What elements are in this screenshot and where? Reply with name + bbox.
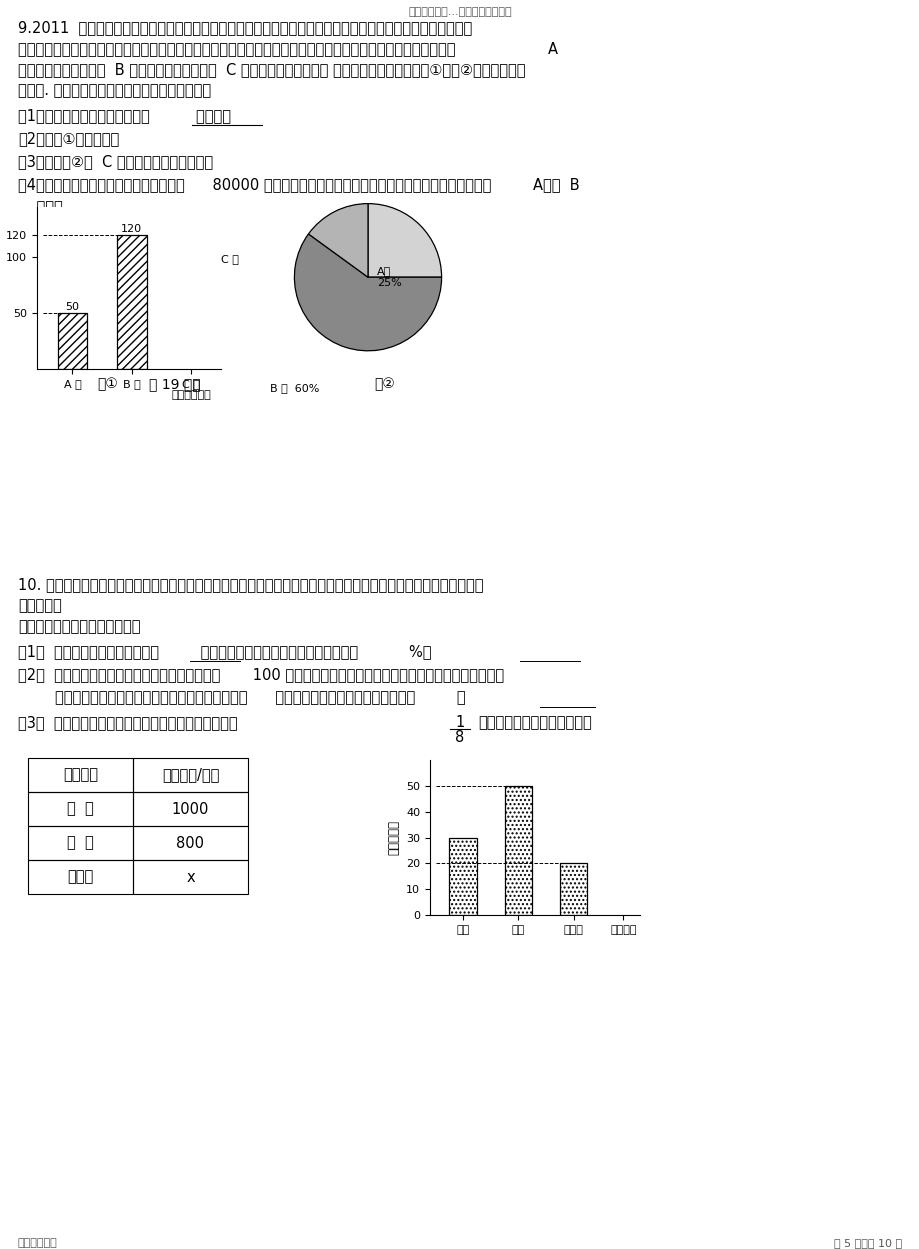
Bar (560, 863, 587, 916)
Text: 有的门票形状、大小、质地完全相同且充分洗匀）      ，问员工小华抽到男篮门票的概率是         ；: 有的门票形状、大小、质地完全相同且充分洗匀） ，问员工小华抽到男篮门票的概率是 … (18, 689, 465, 704)
Text: 50: 50 (65, 302, 79, 312)
Text: ，求每张乒乓球门票的价格。: ，求每张乒乓球门票的价格。 (478, 714, 591, 729)
Text: 第 19 题图: 第 19 题图 (149, 377, 200, 391)
Text: 比赛项目: 比赛项目 (62, 767, 98, 783)
Text: 1000: 1000 (172, 802, 209, 817)
Text: 足  球: 足 球 (67, 802, 94, 817)
Text: （2）将图①补充完整；: （2）将图①补充完整； (18, 131, 119, 146)
Text: 男  篮: 男 篮 (67, 836, 94, 851)
Bar (133, 861, 248, 894)
Bar (133, 758, 248, 792)
Text: 图②: 图② (374, 377, 395, 391)
Text: 名师资料总结...精品资料欢迎下载: 名师资料总结...精品资料欢迎下载 (408, 7, 511, 17)
Bar (28, 861, 133, 894)
Text: x: x (186, 869, 195, 884)
Text: 8: 8 (455, 729, 464, 744)
Text: （3）求出图②中  C 级所占的圆心角的度数；: （3）求出图②中 C 级所占的圆心角的度数； (18, 154, 213, 169)
Text: 10. 下表为抄录北京奥运会官方票务网公布的三种球类比赛的部分门票价格，某公司购买的门票种类、数量绘制的统计: 10. 下表为抄录北京奥运会官方票务网公布的三种球类比赛的部分门票价格，某公司购… (18, 577, 483, 592)
Bar (117, 235, 146, 368)
Bar (133, 792, 248, 826)
Text: （1）此次抽样调查中，共调查了          名学生；: （1）此次抽样调查中，共调查了 名学生； (18, 107, 231, 122)
Wedge shape (308, 204, 368, 277)
Bar (504, 786, 532, 916)
Text: 完整）. 请根据图中提供的信息，解答下列问题：: 完整）. 请根据图中提供的信息，解答下列问题： (18, 82, 210, 97)
Bar (133, 826, 248, 861)
Text: （2）  公司决定采用随机抽取的方式把门票分配给       100 名员工，在看不到门票的条件下，每人抽取一张（假设所: （2） 公司决定采用随机抽取的方式把门票分配给 100 名员工，在看不到门票的条… (18, 667, 504, 682)
Text: 级：对学习很感兴趣；  B 级：对学习较感兴趣；  C 级：对学习不感兴趣） ，并将调查结果绘制成图①和图②的统计图（不: 级：对学习很感兴趣； B 级：对学习较感兴趣； C 级：对学习不感兴趣） ，并将… (18, 62, 525, 77)
Text: 第 5 页，共 10 页: 第 5 页，共 10 页 (833, 1238, 901, 1248)
Text: （4）根据抽样调查结果，请你估计我市近      80000 名八年级学生中大约有多少名学生学习态度达标（达标包括         A级和  B: （4）根据抽样调查结果，请你估计我市近 80000 名八年级学生中大约有多少名学… (18, 177, 579, 192)
Bar (58, 313, 87, 368)
Text: 度．为此我市教育部门对部分学校的八年级学生对待学习的态度进行了一次抽样调查（把学习态度分为三个层级，                    A: 度．为此我市教育部门对部分学校的八年级学生对待学习的态度进行了一次抽样调查（把学… (18, 41, 558, 56)
Text: 120: 120 (121, 224, 142, 234)
Text: 800: 800 (176, 836, 204, 851)
Bar (448, 838, 476, 916)
Text: 依据上列图表，回答下列问题：: 依据上列图表，回答下列问题： (18, 620, 141, 634)
Text: 票价（张/元）: 票价（张/元） (162, 767, 219, 783)
Text: B 级  60%: B 级 60% (269, 382, 319, 392)
Text: 9.2011  年，陕西四女板教育部列为减负上作改革试点地区。学生的学业负担以重苦严重影响学生对待学习的态: 9.2011 年，陕西四女板教育部列为减负上作改革试点地区。学生的学业负担以重苦… (18, 20, 471, 35)
Text: 图表如下：: 图表如下： (18, 598, 62, 613)
Text: A级
25%: A级 25% (377, 266, 402, 289)
Text: C 级: C 级 (221, 254, 239, 264)
Wedge shape (368, 204, 441, 277)
Text: 名师精心整理: 名师精心整理 (18, 1238, 58, 1248)
Text: （1）  其中观看足球比赛的门票有         张；观看乒乓球比赛的门票占全部门票的           %；: （1） 其中观看足球比赛的门票有 张；观看乒乓球比赛的门票占全部门票的 %； (18, 644, 431, 659)
Y-axis label: 门票（张）: 门票（张） (387, 821, 400, 856)
Bar (28, 792, 133, 826)
Text: 乒乓球: 乒乓球 (67, 869, 94, 884)
Text: 1: 1 (455, 714, 464, 729)
Wedge shape (294, 234, 441, 351)
Text: 图①: 图① (97, 377, 119, 391)
Bar (28, 826, 133, 861)
Text: （3）  若购买乒乓球门票的总款数占全部门票总款数的: （3） 若购买乒乓球门票的总款数占全部门票总款数的 (18, 714, 237, 729)
Bar (28, 758, 133, 792)
Text: 级）？: 级）？ (18, 200, 62, 215)
